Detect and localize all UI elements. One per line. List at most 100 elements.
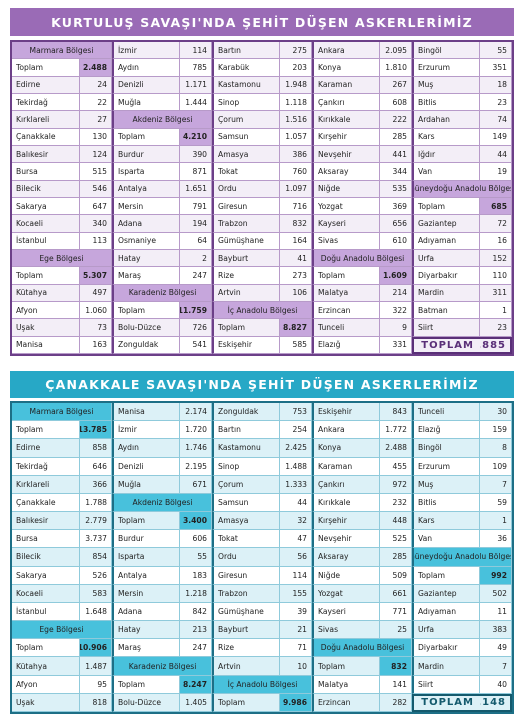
subtotal-label: Toplam: [212, 693, 280, 712]
province-name: Trabzon: [212, 584, 280, 603]
province-value: 972: [380, 475, 412, 494]
province-value: 1.405: [180, 693, 212, 712]
province-value: 369: [380, 198, 412, 216]
province-value: 32: [280, 512, 312, 531]
province-name: Adıyaman: [412, 602, 480, 622]
province-value: 7: [480, 475, 512, 494]
province-name: Uşak: [12, 693, 80, 712]
province-value: 1.118: [280, 94, 312, 112]
province-name: Aksaray: [312, 163, 380, 181]
province-value: 109: [480, 457, 512, 476]
province-value: 331: [380, 336, 412, 354]
province-value: 56: [280, 548, 312, 567]
region-header: Güneydoğu Anadolu Bölgesi: [412, 548, 512, 567]
province-name: Eskişehir: [312, 403, 380, 422]
subtotal-label: Toplam: [312, 657, 380, 676]
subtotal-label: Toplam: [312, 267, 380, 285]
province-value: 149: [480, 128, 512, 146]
province-value: 30: [480, 403, 512, 422]
province-value: 267: [380, 76, 412, 94]
region-header: Ege Bölgesi: [12, 621, 112, 640]
province-value: 871: [180, 163, 212, 181]
province-name: Gümüşhane: [212, 232, 280, 250]
region-header: Güneydoğu Anadolu Bölgesi: [412, 180, 512, 198]
province-value: 141: [380, 675, 412, 694]
province-name: Maraş: [112, 639, 180, 658]
province-name: Antalya: [112, 566, 180, 585]
region-header: Karadeniz Bölgesi: [112, 657, 212, 676]
province-value: 155: [280, 584, 312, 603]
province-value: 858: [80, 439, 112, 458]
province-value: 441: [380, 146, 412, 164]
province-value: 114: [180, 42, 212, 60]
province-name: Amasya: [212, 512, 280, 531]
province-name: Samsun: [212, 493, 280, 513]
province-name: Muğla: [112, 475, 180, 494]
province-value: 203: [280, 59, 312, 77]
province-name: Elazığ: [412, 421, 480, 440]
province-value: 1.097: [280, 180, 312, 198]
province-name: Bursa: [12, 163, 80, 181]
province-value: 760: [280, 163, 312, 181]
province-value: 2.195: [180, 457, 212, 476]
province-value: 2.095: [380, 42, 412, 60]
subtotal-label: Toplam: [412, 566, 480, 585]
province-value: 95: [80, 675, 112, 694]
province-value: 213: [180, 621, 212, 640]
region-header: Ege Bölgesi: [12, 250, 112, 268]
province-name: Yozgat: [312, 584, 380, 603]
province-value: 24: [80, 76, 112, 94]
province-value: 130: [80, 128, 112, 146]
province-value: 194: [180, 215, 212, 233]
subtotal-value: 1.609: [380, 267, 412, 285]
province-name: Erzincan: [312, 302, 380, 320]
province-value: 10: [280, 657, 312, 676]
region-header: Karadeniz Bölgesi: [112, 284, 212, 302]
province-name: Edirne: [12, 439, 80, 458]
province-value: 106: [280, 284, 312, 302]
province-value: 254: [280, 421, 312, 440]
province-value: 661: [380, 584, 412, 603]
subtotal-value: 5.307: [80, 267, 112, 285]
province-value: 832: [280, 215, 312, 233]
region-header: Marmara Bölgesi: [12, 42, 112, 60]
province-name: Eskişehir: [212, 336, 280, 354]
province-name: Artvin: [212, 284, 280, 302]
province-value: 311: [480, 284, 512, 302]
province-name: Kırıkkale: [312, 111, 380, 129]
province-value: 1.720: [180, 421, 212, 440]
province-value: 1.772: [380, 421, 412, 440]
province-name: İstanbul: [12, 602, 80, 622]
province-name: Niğde: [312, 180, 380, 198]
province-value: 55: [180, 548, 212, 567]
province-value: 344: [380, 163, 412, 181]
province-value: 3.737: [80, 530, 112, 549]
province-value: 383: [480, 621, 512, 640]
province-value: 2.779: [80, 512, 112, 531]
province-name: Tunceli: [312, 319, 380, 337]
province-value: 1.487: [80, 657, 112, 676]
province-name: Kırıkkale: [312, 493, 380, 513]
province-name: Bolu-Düzce: [112, 693, 180, 712]
province-name: Kırşehir: [312, 128, 380, 146]
province-value: 497: [80, 284, 112, 302]
province-name: Manisa: [112, 403, 180, 422]
province-name: Sakarya: [12, 198, 80, 216]
section-title: ÇANAKKALE SAVAŞI'NDA ŞEHİT DÜŞEN ASKERLE…: [10, 371, 514, 398]
province-name: Tokat: [212, 163, 280, 181]
province-value: 455: [380, 457, 412, 476]
province-name: Erzurum: [412, 457, 480, 476]
province-value: 366: [80, 475, 112, 494]
province-name: Urfa: [412, 621, 480, 640]
province-name: Sivas: [312, 232, 380, 250]
province-name: Kars: [412, 512, 480, 531]
province-name: Ordu: [212, 548, 280, 567]
province-name: Kastamonu: [212, 439, 280, 458]
province-name: Karabük: [212, 59, 280, 77]
subtotal-label: Toplam: [112, 512, 180, 531]
province-name: Nevşehir: [312, 146, 380, 164]
province-name: Bartın: [212, 42, 280, 60]
grand-total-label: TOPLAM: [412, 693, 480, 712]
province-name: Antalya: [112, 180, 180, 198]
province-name: Siirt: [412, 319, 480, 337]
